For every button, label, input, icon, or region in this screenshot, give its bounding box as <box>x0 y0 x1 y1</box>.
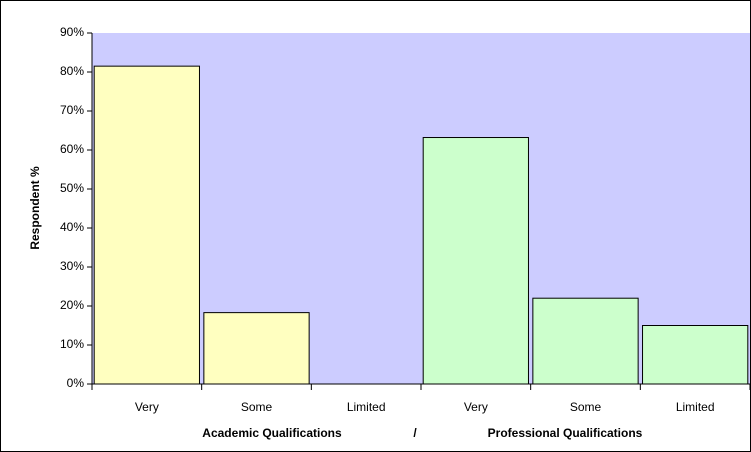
y-axis-title: Respondent % <box>28 166 42 250</box>
plot-area <box>92 33 750 384</box>
y-tick-label: 50% <box>60 181 84 195</box>
y-tick-label: 40% <box>60 220 84 234</box>
y-tick-label: 80% <box>60 64 84 78</box>
y-tick-label: 0% <box>67 376 85 390</box>
y-tick-label: 90% <box>60 25 84 39</box>
x-tick-label: Very <box>464 400 488 414</box>
x-axis-title: / <box>413 426 417 440</box>
x-axis-title: Professional Qualifications <box>488 426 643 440</box>
y-tick-label: 60% <box>60 142 84 156</box>
bar <box>93 65 200 385</box>
y-tick-label: 20% <box>60 298 84 312</box>
bar <box>203 312 310 385</box>
bar <box>422 137 529 385</box>
x-tick-label: Limited <box>676 400 715 414</box>
x-tick-label: Some <box>570 400 602 414</box>
y-tick-label: 70% <box>60 103 84 117</box>
bar <box>532 297 639 385</box>
x-tick-label: Some <box>241 400 273 414</box>
bar <box>642 325 749 385</box>
y-tick-label: 30% <box>60 259 84 273</box>
x-axis-title: Academic Qualifications <box>202 426 342 440</box>
x-tick-label: Very <box>135 400 159 414</box>
x-tick-label: Limited <box>347 400 386 414</box>
y-tick-label: 10% <box>60 337 84 351</box>
